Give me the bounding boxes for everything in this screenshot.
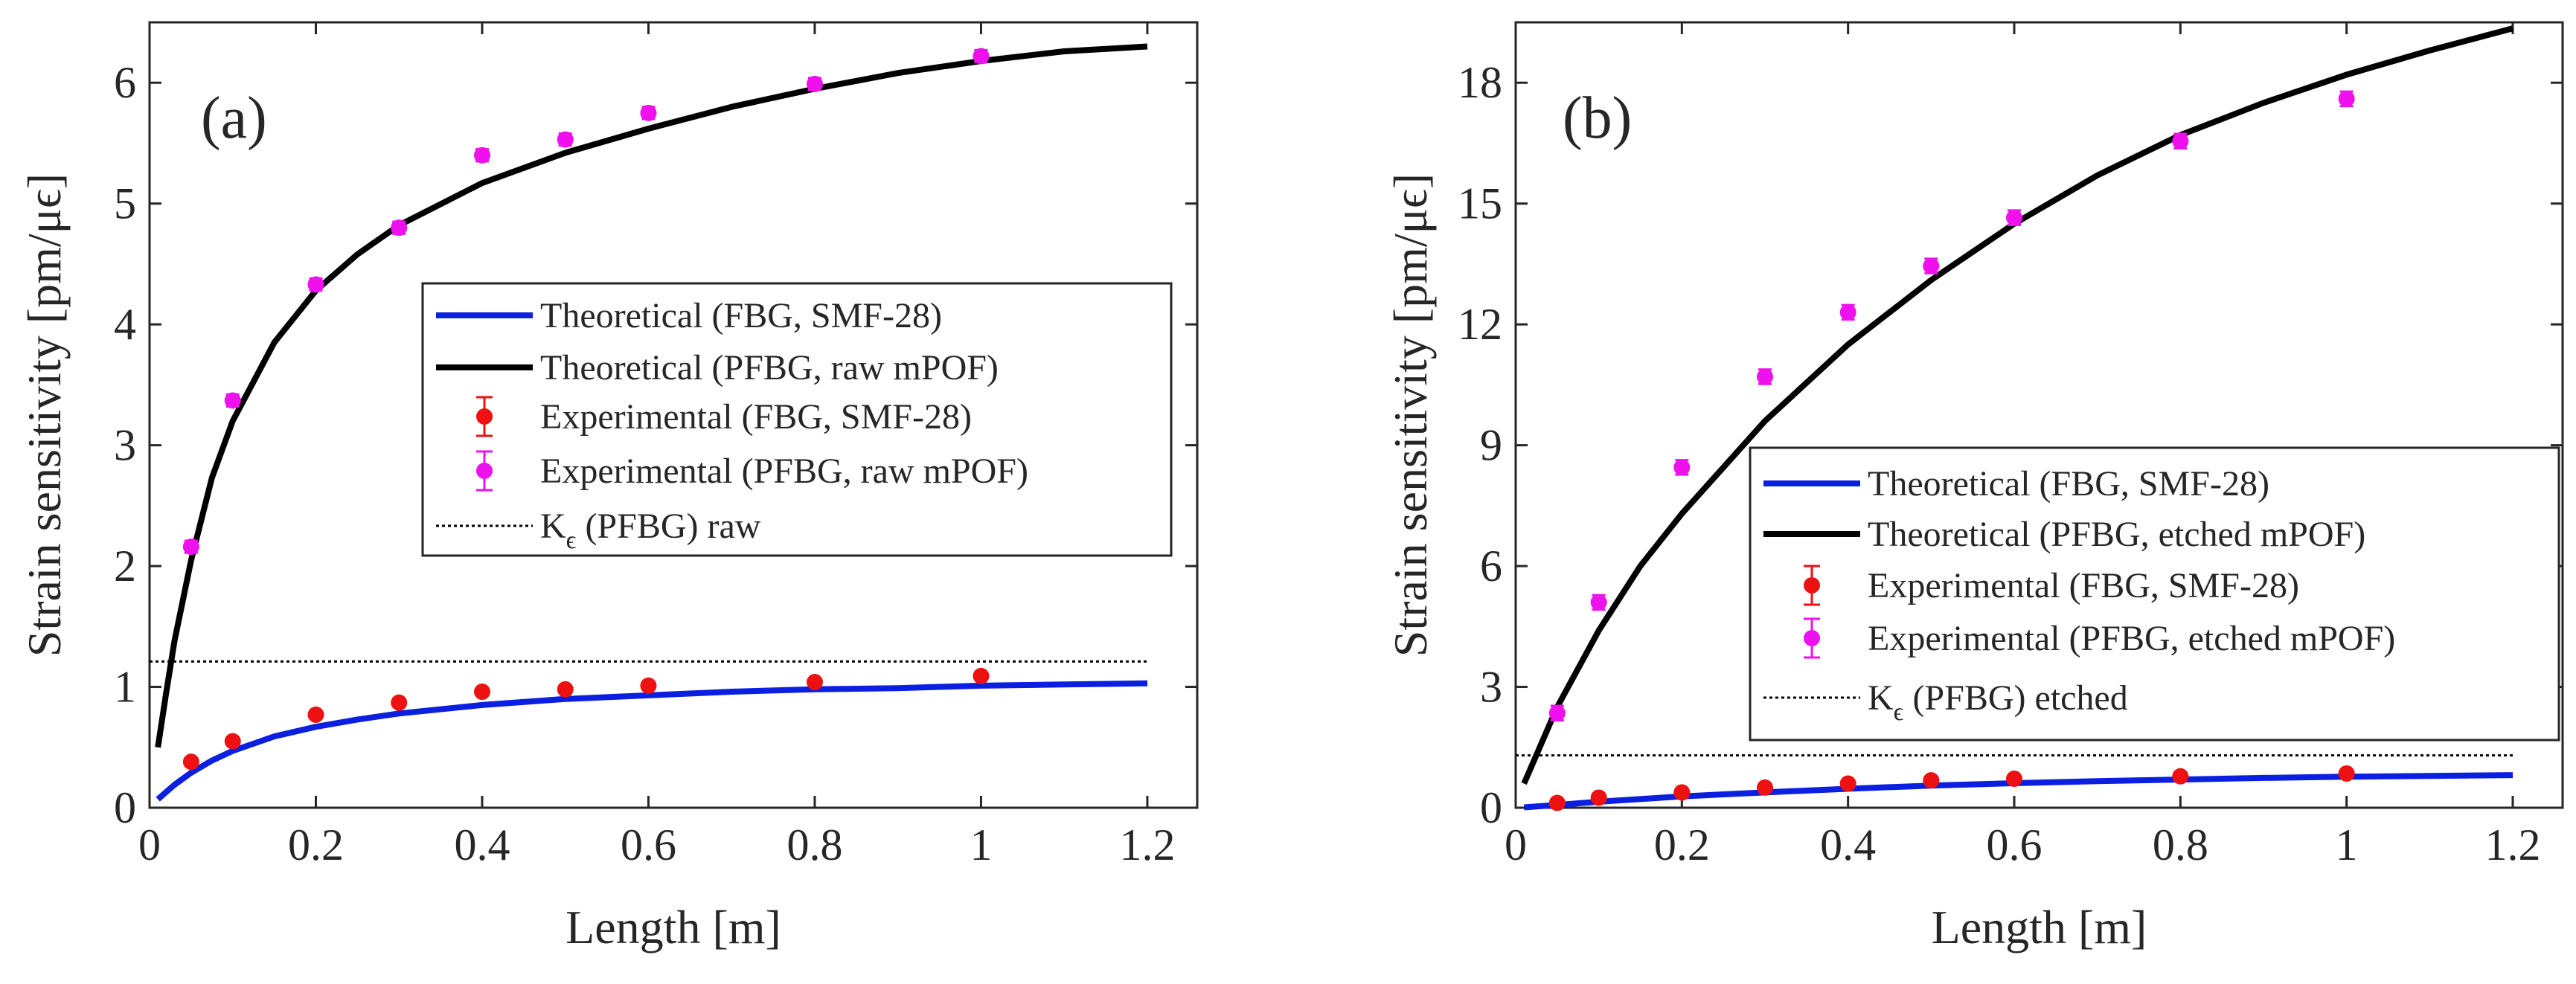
- y-tick-label: 6: [1480, 541, 1502, 591]
- legend-swatch: [476, 408, 493, 425]
- legend-label: Theoretical (FBG, SMF-28): [1868, 464, 2269, 504]
- x-tick-label: 1: [2336, 820, 2358, 869]
- data-point: [1757, 779, 1773, 796]
- x-tick-label: 0.2: [288, 820, 344, 869]
- legend-label: Experimental (FBG, SMF-28): [1868, 566, 2299, 605]
- series-line: [156, 680, 1148, 802]
- legend-label: Kϵ (PFBG) etched: [1868, 678, 2128, 726]
- panel-b: 0 0.2 0.4 0.6 0.8 1 1.2 0 3 6 9 12 15 18 Length [m] Str…: [1384, 21, 2564, 954]
- y-axis-label: Strain sensitivity [pm/μϵ]: [1384, 173, 1437, 657]
- data-point: [973, 48, 990, 65]
- y-tick-label: 6: [114, 58, 136, 107]
- y-tick-label: 3: [114, 421, 136, 470]
- data-point: [806, 674, 823, 691]
- data-point: [182, 538, 199, 556]
- y-tick-label: 18: [1458, 58, 1502, 107]
- plot-frame: [1514, 21, 2564, 809]
- panel-a: 0 0.2 0.4 0.6 0.8 1 1.2 0 1 2 3 4 5 6 Length [m] Strain…: [18, 21, 1199, 954]
- data-point: [224, 392, 241, 409]
- data-point: [1590, 594, 1607, 611]
- plot-frame: [148, 21, 1199, 809]
- legend-swatch: [476, 463, 493, 479]
- data-point: [1839, 775, 1856, 792]
- data-point: [1590, 789, 1607, 806]
- legend-label: Theoretical (FBG, SMF-28): [540, 296, 942, 335]
- data-point: [1923, 772, 1940, 789]
- x-tick-label: 0.8: [786, 820, 842, 869]
- x-tick-label: 0.6: [1987, 820, 2042, 869]
- data-point: [391, 694, 408, 711]
- legend-swatch: [1804, 630, 1820, 646]
- data-point: [391, 219, 408, 237]
- x-tick-label: 0.4: [454, 820, 510, 869]
- data-point: [473, 147, 490, 164]
- x-tick-label: 0.2: [1654, 820, 1710, 869]
- x-tick-label: 0: [138, 820, 161, 869]
- legend-box: [1749, 446, 2560, 742]
- data-point: [557, 131, 574, 148]
- y-tick-label: 1: [114, 663, 136, 712]
- data-point: [1923, 257, 1940, 274]
- y-tick-label: 5: [114, 179, 136, 228]
- x-axis-label: Length [m]: [565, 901, 781, 954]
- data-point: [224, 733, 241, 750]
- x-tick-label: 1: [970, 820, 992, 869]
- data-point: [806, 75, 823, 92]
- legend-label: Experimental (PFBG, etched mPOF): [1868, 619, 2395, 658]
- legend-label: Theoretical (PFBG, raw mPOF): [540, 348, 999, 388]
- panel-label: (b): [1563, 86, 1632, 151]
- y-tick-label: 3: [1480, 663, 1502, 712]
- y-tick-label: 2: [114, 541, 136, 591]
- data-point: [2006, 771, 2022, 788]
- data-point: [182, 753, 199, 771]
- data-point: [640, 677, 657, 694]
- y-tick-label: 9: [1480, 421, 1502, 470]
- data-point: [1548, 794, 1566, 811]
- legend-label: Experimental (PFBG, raw mPOF): [540, 451, 1028, 491]
- data-point: [2172, 132, 2189, 149]
- y-tick-label: 4: [114, 300, 136, 349]
- legend-box: [421, 282, 1173, 557]
- y-tick-label: 15: [1458, 179, 1502, 228]
- y-tick-label: 12: [1458, 300, 1502, 349]
- data-point: [2338, 765, 2355, 782]
- series-line: [1523, 772, 2513, 811]
- data-point: [973, 667, 990, 684]
- y-tick-label: 0: [1480, 783, 1502, 832]
- data-point: [307, 706, 324, 723]
- x-tick-label: 0.8: [2153, 820, 2208, 869]
- data-point: [1673, 784, 1691, 801]
- data-point: [557, 681, 574, 698]
- data-point: [1757, 368, 1773, 385]
- legend-label: Experimental (FBG, SMF-28): [540, 397, 972, 437]
- legend-label: Kϵ (PFBG) raw: [540, 507, 761, 554]
- data-point: [1548, 704, 1566, 721]
- x-tick-label: 0.6: [621, 820, 676, 869]
- y-axis-label: Strain sensitivity [pm/μϵ]: [18, 173, 71, 657]
- y-tick-label: 0: [114, 783, 136, 832]
- x-axis-label: Length [m]: [1932, 901, 2147, 954]
- data-point: [2172, 768, 2189, 785]
- data-point: [2338, 90, 2355, 107]
- x-tick-label: 0: [1505, 820, 1527, 869]
- panel-label: (a): [201, 86, 267, 151]
- series-line: [1521, 25, 2514, 785]
- data-point: [473, 684, 490, 701]
- x-tick-label: 1.2: [2485, 820, 2541, 869]
- data-point: [640, 104, 657, 121]
- data-point: [1673, 459, 1691, 476]
- data-point: [2006, 209, 2022, 226]
- legend-swatch: [1804, 577, 1820, 594]
- data-point: [307, 276, 324, 293]
- legend-label: Theoretical (PFBG, etched mPOF): [1868, 515, 2365, 554]
- x-tick-label: 0.4: [1820, 820, 1876, 869]
- data-point: [1839, 303, 1856, 321]
- x-tick-label: 1.2: [1119, 820, 1175, 869]
